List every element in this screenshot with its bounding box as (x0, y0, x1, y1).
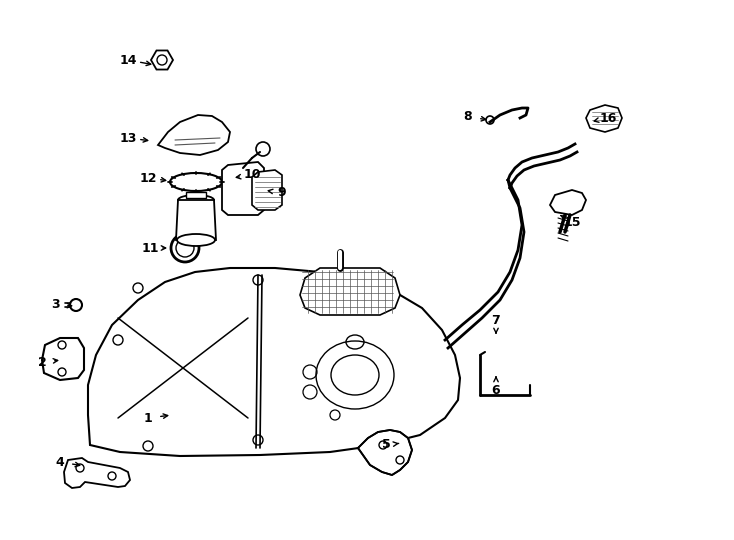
Text: 2: 2 (37, 355, 46, 368)
Polygon shape (300, 268, 400, 315)
Circle shape (143, 441, 153, 451)
Text: 14: 14 (119, 53, 137, 66)
Text: 10: 10 (243, 168, 261, 181)
Text: 5: 5 (382, 438, 390, 451)
Circle shape (113, 335, 123, 345)
Polygon shape (550, 190, 586, 215)
Text: 7: 7 (492, 314, 501, 327)
Text: 4: 4 (56, 456, 65, 469)
Polygon shape (88, 268, 460, 456)
Text: 12: 12 (139, 172, 157, 185)
Text: 11: 11 (141, 241, 159, 254)
Text: 3: 3 (51, 299, 59, 312)
Text: 13: 13 (120, 132, 137, 145)
Circle shape (70, 299, 82, 311)
Ellipse shape (177, 234, 215, 246)
Circle shape (256, 142, 270, 156)
Ellipse shape (170, 173, 222, 191)
Text: 15: 15 (563, 215, 581, 228)
Text: 8: 8 (464, 111, 472, 124)
Circle shape (253, 435, 263, 445)
Polygon shape (42, 338, 84, 380)
Text: 1: 1 (144, 411, 153, 424)
Circle shape (253, 275, 263, 285)
Text: 9: 9 (277, 186, 286, 199)
Polygon shape (176, 200, 216, 240)
Polygon shape (158, 115, 230, 155)
Polygon shape (222, 162, 264, 215)
Polygon shape (358, 430, 412, 475)
Polygon shape (252, 170, 282, 210)
Polygon shape (186, 192, 206, 198)
Text: 6: 6 (492, 383, 501, 396)
Ellipse shape (178, 195, 214, 205)
Text: 16: 16 (600, 111, 617, 125)
Polygon shape (64, 458, 130, 488)
Polygon shape (586, 105, 622, 132)
Circle shape (133, 283, 143, 293)
